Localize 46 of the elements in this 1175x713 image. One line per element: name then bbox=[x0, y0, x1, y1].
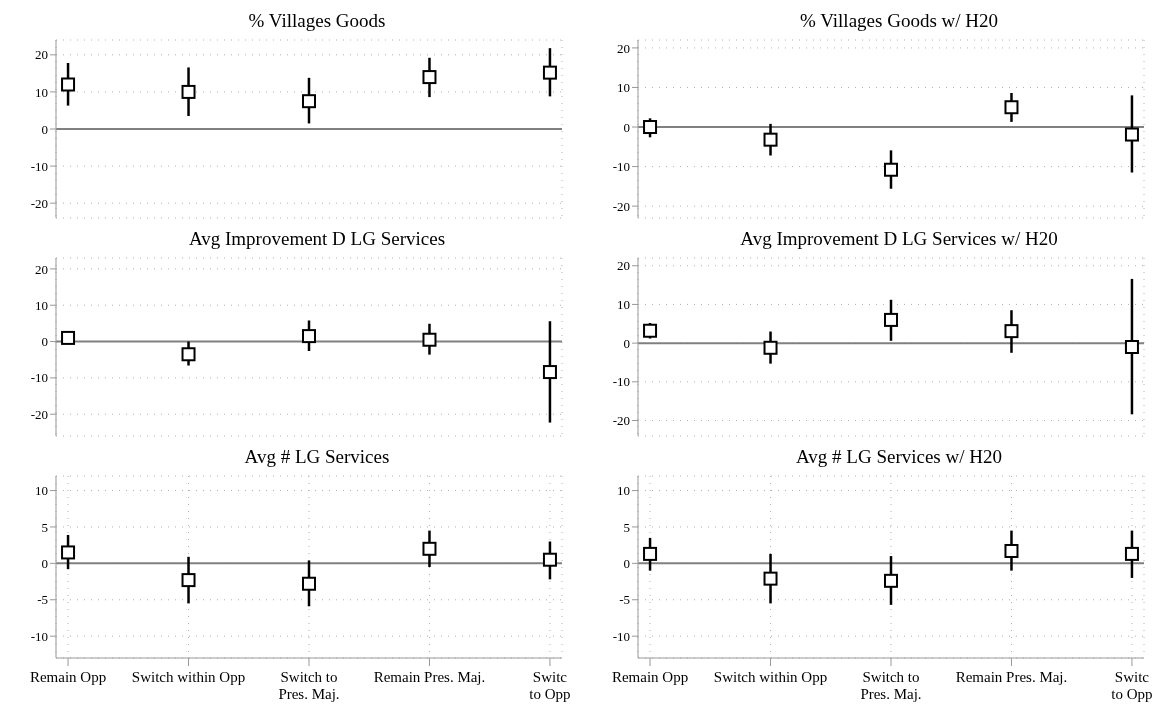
y-tick-label: 0 bbox=[41, 121, 48, 137]
y-tick-label: 0 bbox=[623, 119, 630, 135]
y-tick-label: 10 bbox=[617, 80, 630, 96]
chart-title: Avg # LG Services w/ H20 bbox=[795, 445, 1003, 469]
y-tick-label: 0 bbox=[41, 555, 48, 571]
x-tick-label: Remain Opp bbox=[611, 669, 689, 685]
y-tick-label: 10 bbox=[617, 297, 630, 313]
x-tick-label: Remain Pres. Maj. bbox=[373, 669, 486, 685]
y-tick-label: 0 bbox=[41, 334, 48, 350]
x-tick-label: Remain Opp bbox=[29, 669, 107, 685]
y-tick-label: 10 bbox=[35, 483, 48, 499]
x-tick-label: Switch to Pres. Maj. bbox=[860, 669, 922, 702]
y-tick-label: -5 bbox=[619, 592, 630, 608]
y-tick-label: 10 bbox=[35, 84, 48, 100]
x-tick-label: Switc to Opp bbox=[1111, 669, 1153, 702]
y-tick-label: 5 bbox=[623, 519, 630, 535]
y-tick-label: -10 bbox=[612, 374, 630, 390]
x-tick-label: Switch to Pres. Maj. bbox=[278, 669, 340, 702]
y-tick-label: -20 bbox=[612, 413, 630, 429]
chart-title: % Villages Goods bbox=[247, 9, 387, 33]
y-tick-label: 20 bbox=[35, 47, 48, 63]
chart-title: Avg Improvement D LG Services bbox=[187, 227, 447, 251]
x-tick-label: Remain Pres. Maj. bbox=[955, 669, 1068, 685]
x-tick-label: Switch within Opp bbox=[131, 669, 246, 685]
chart-title: % Villages Goods w/ H20 bbox=[799, 9, 999, 33]
chart-title: Avg Improvement D LG Services w/ H20 bbox=[739, 227, 1059, 251]
y-tick-label: -10 bbox=[612, 628, 630, 644]
x-tick-label: Switch within Opp bbox=[713, 669, 828, 685]
y-tick-label: -20 bbox=[30, 195, 48, 211]
chart-title: Avg # LG Services bbox=[243, 445, 391, 469]
y-tick-label: -10 bbox=[612, 159, 630, 175]
y-tick-label: -20 bbox=[612, 198, 630, 214]
y-tick-label: 0 bbox=[623, 335, 630, 351]
x-tick-label: Switc to Opp bbox=[529, 669, 571, 702]
y-tick-label: 5 bbox=[41, 519, 48, 535]
y-tick-label: -10 bbox=[30, 158, 48, 174]
y-tick-label: 0 bbox=[623, 555, 630, 571]
y-tick-label: 20 bbox=[617, 40, 630, 56]
y-tick-label: 10 bbox=[35, 297, 48, 313]
y-tick-label: -20 bbox=[30, 406, 48, 422]
y-tick-label: 20 bbox=[617, 258, 630, 274]
y-tick-label: 10 bbox=[617, 483, 630, 499]
y-tick-label: 20 bbox=[35, 261, 48, 277]
y-tick-label: -10 bbox=[30, 370, 48, 386]
y-tick-label: -5 bbox=[37, 592, 48, 608]
y-tick-label: -10 bbox=[30, 628, 48, 644]
